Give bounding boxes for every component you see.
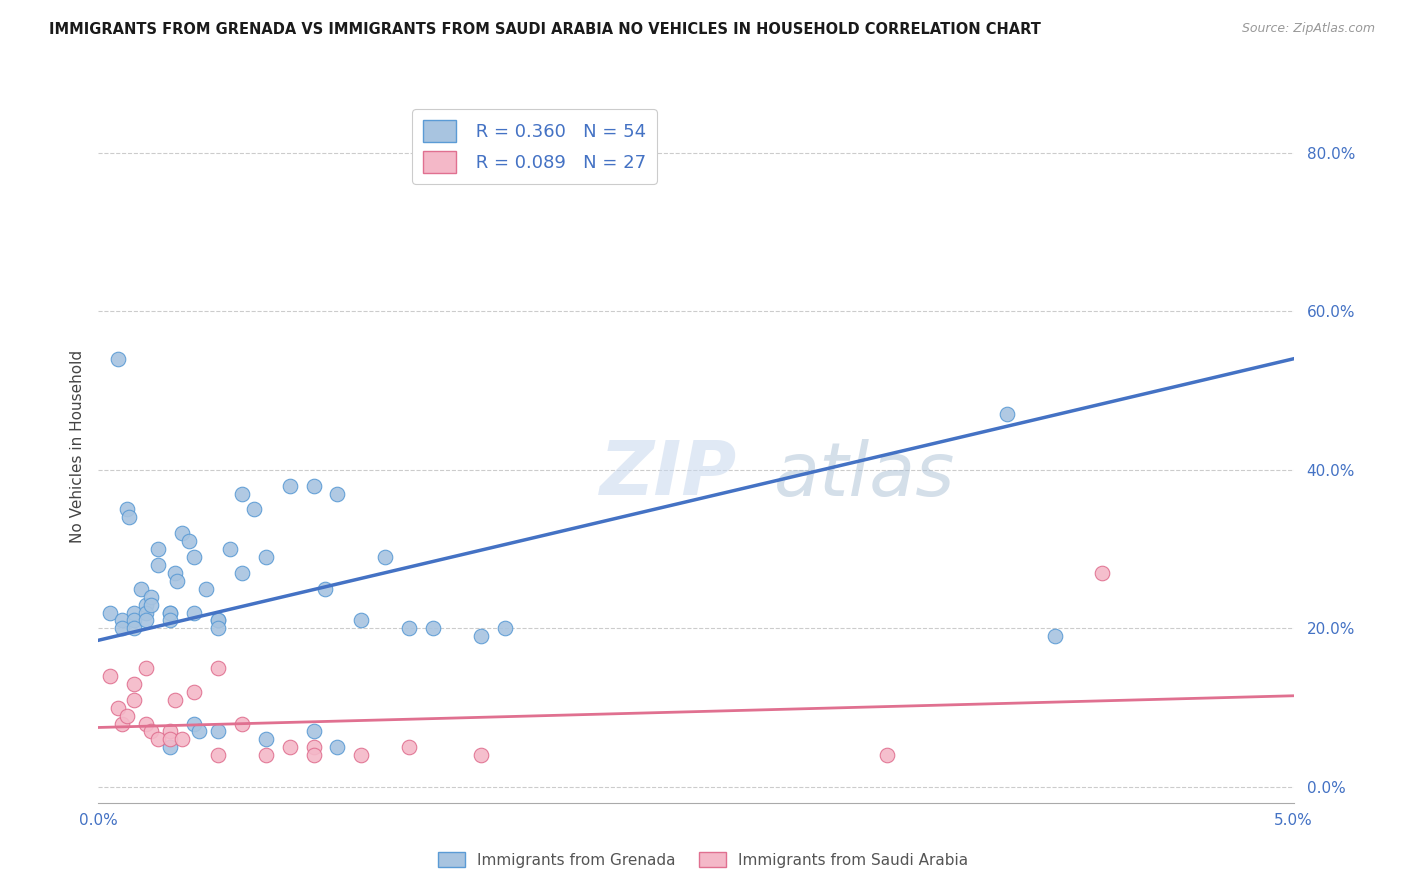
Point	[111, 621, 134, 635]
Point	[111, 716, 134, 731]
Point	[207, 614, 229, 628]
Point	[470, 748, 492, 763]
Point	[115, 502, 138, 516]
Point	[207, 661, 229, 675]
Point	[115, 708, 138, 723]
Point	[107, 351, 129, 366]
Point	[107, 700, 129, 714]
Point	[219, 542, 242, 557]
Point	[243, 502, 266, 516]
Point	[374, 549, 396, 564]
Point	[172, 526, 194, 541]
Point	[1091, 566, 1114, 580]
Point	[231, 566, 253, 580]
Point	[470, 629, 492, 643]
Point	[163, 566, 186, 580]
Point	[350, 614, 373, 628]
Point	[159, 614, 181, 628]
Point	[159, 606, 181, 620]
Point	[422, 621, 444, 635]
Point	[172, 732, 194, 747]
Y-axis label: No Vehicles in Household: No Vehicles in Household	[69, 350, 84, 542]
Point	[302, 740, 325, 755]
Point	[254, 732, 277, 747]
Point	[139, 724, 162, 739]
Point	[278, 478, 301, 492]
Point	[124, 614, 146, 628]
Point	[159, 724, 181, 739]
Point	[995, 407, 1018, 421]
Point	[254, 549, 277, 564]
Point	[183, 685, 205, 699]
Point	[159, 740, 181, 755]
Point	[118, 510, 141, 524]
Point	[163, 692, 186, 706]
Point	[302, 478, 325, 492]
Point	[124, 692, 146, 706]
Point	[183, 716, 205, 731]
Point	[315, 582, 337, 596]
Point	[159, 732, 181, 747]
Point	[111, 614, 134, 628]
Point	[494, 621, 516, 635]
Point	[179, 534, 201, 549]
Legend:  R = 0.360   N = 54,  R = 0.089   N = 27: R = 0.360 N = 54, R = 0.089 N = 27	[412, 109, 657, 184]
Point	[166, 574, 188, 588]
Point	[302, 724, 325, 739]
Point	[398, 621, 420, 635]
Point	[124, 606, 146, 620]
Point	[876, 748, 898, 763]
Point	[326, 740, 349, 755]
Point	[135, 598, 157, 612]
Point	[148, 558, 170, 572]
Point	[302, 748, 325, 763]
Point	[183, 549, 205, 564]
Point	[231, 716, 253, 731]
Text: IMMIGRANTS FROM GRENADA VS IMMIGRANTS FROM SAUDI ARABIA NO VEHICLES IN HOUSEHOLD: IMMIGRANTS FROM GRENADA VS IMMIGRANTS FR…	[49, 22, 1040, 37]
Point	[135, 716, 157, 731]
Point	[124, 677, 146, 691]
Legend: Immigrants from Grenada, Immigrants from Saudi Arabia: Immigrants from Grenada, Immigrants from…	[432, 846, 974, 873]
Point	[131, 582, 153, 596]
Point	[187, 724, 209, 739]
Point	[195, 582, 218, 596]
Point	[139, 590, 162, 604]
Point	[398, 740, 420, 755]
Point	[207, 621, 229, 635]
Point	[207, 724, 229, 739]
Point	[231, 486, 253, 500]
Point	[98, 669, 122, 683]
Point	[350, 748, 373, 763]
Point	[183, 606, 205, 620]
Point	[148, 732, 170, 747]
Point	[98, 606, 122, 620]
Text: atlas: atlas	[773, 439, 955, 510]
Point	[207, 748, 229, 763]
Text: ZIP: ZIP	[600, 438, 738, 511]
Point	[135, 614, 157, 628]
Point	[278, 740, 301, 755]
Point	[135, 606, 157, 620]
Point	[124, 621, 146, 635]
Point	[254, 748, 277, 763]
Point	[326, 486, 349, 500]
Point	[135, 661, 157, 675]
Text: Source: ZipAtlas.com: Source: ZipAtlas.com	[1241, 22, 1375, 36]
Point	[148, 542, 170, 557]
Point	[1043, 629, 1066, 643]
Point	[207, 614, 229, 628]
Point	[139, 598, 162, 612]
Point	[159, 606, 181, 620]
